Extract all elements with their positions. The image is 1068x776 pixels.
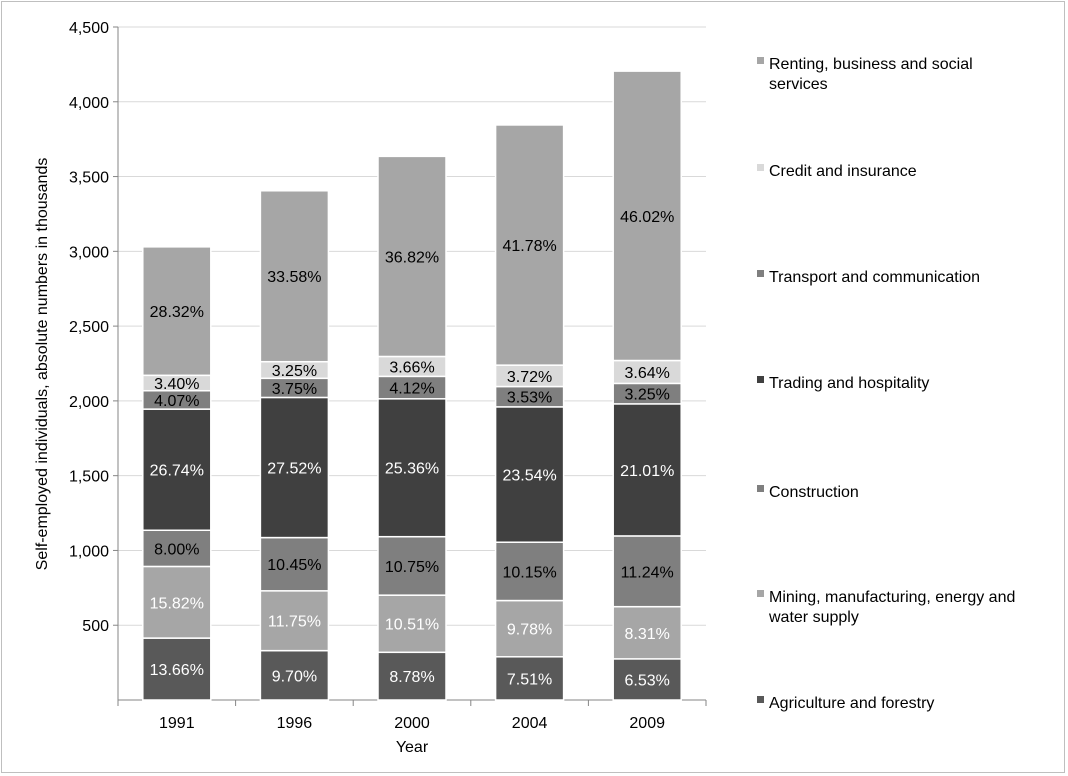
legend-label: Trading and hospitality bbox=[769, 375, 929, 392]
bars bbox=[142, 70, 682, 701]
data-label: 4.12% bbox=[389, 381, 434, 398]
data-label: 41.78% bbox=[502, 238, 556, 255]
y-axis-title: Self-employed individuals, absolute numb… bbox=[34, 158, 51, 571]
data-label: 10.45% bbox=[267, 557, 321, 574]
x-tick-label: 2004 bbox=[512, 715, 548, 732]
y-tick-label: 1,500 bbox=[69, 469, 109, 486]
data-label: 3.53% bbox=[507, 390, 552, 407]
bar-segment bbox=[259, 396, 330, 539]
data-label: 15.82% bbox=[150, 595, 204, 612]
y-tick-label: 1,000 bbox=[69, 543, 109, 560]
bar-segment bbox=[142, 408, 212, 532]
bar-segment bbox=[377, 535, 447, 596]
data-label: 36.82% bbox=[385, 249, 439, 266]
legend-swatch bbox=[757, 485, 764, 492]
data-label: 25.36% bbox=[385, 461, 439, 478]
x-tick-label: 1991 bbox=[159, 715, 195, 732]
bar-segment bbox=[494, 406, 565, 543]
x-tick-label: 2009 bbox=[629, 715, 665, 732]
legend-label: Transport and communication bbox=[769, 269, 980, 286]
bar-segment bbox=[612, 70, 682, 362]
y-tick-label: 3,000 bbox=[69, 244, 109, 261]
data-label: 11.75% bbox=[268, 614, 321, 631]
legend-label: Renting, business and social services bbox=[769, 56, 973, 93]
bar-segment bbox=[377, 594, 447, 654]
y-tick-label: 3,500 bbox=[69, 170, 109, 187]
data-label: 8.78% bbox=[389, 669, 434, 686]
data-label: 4.07% bbox=[154, 393, 199, 410]
data-label: 7.51% bbox=[507, 671, 552, 688]
data-label: 6.53% bbox=[625, 672, 670, 689]
bar-segment bbox=[612, 605, 682, 660]
x-tick-label: 1996 bbox=[277, 715, 313, 732]
y-tick-label: 2,000 bbox=[69, 394, 109, 411]
bar-segment bbox=[494, 124, 565, 366]
x-axis-title: Year bbox=[396, 739, 429, 756]
x-tick-label: 2000 bbox=[394, 715, 430, 732]
data-label: 3.66% bbox=[389, 359, 434, 376]
data-label: 9.78% bbox=[507, 622, 552, 639]
data-label: 3.64% bbox=[625, 365, 670, 382]
data-label: 8.31% bbox=[625, 626, 670, 643]
bar-segment bbox=[142, 565, 212, 639]
bar-segment bbox=[259, 536, 330, 592]
data-label: 23.54% bbox=[502, 468, 556, 485]
legend-swatch bbox=[757, 270, 764, 277]
bar-segment bbox=[259, 190, 330, 363]
data-label: 33.58% bbox=[267, 269, 321, 286]
legend-swatch bbox=[757, 590, 764, 597]
data-label: 10.51% bbox=[385, 617, 439, 634]
gridlines bbox=[118, 26, 706, 626]
data-label: 9.70% bbox=[272, 668, 317, 685]
bar-segment bbox=[259, 649, 330, 701]
legend-label: Agriculture and forestry bbox=[769, 695, 934, 712]
y-tick-label: 500 bbox=[82, 618, 109, 635]
bar-segment bbox=[612, 403, 682, 537]
legend: Renting, business and social services Cred… bbox=[757, 56, 1015, 712]
data-label: 11.24% bbox=[621, 564, 674, 581]
legend-label: Construction bbox=[769, 484, 859, 501]
legend-swatch bbox=[757, 376, 764, 383]
data-label: 3.40% bbox=[154, 376, 199, 393]
data-labels: 13.66% 15.82% 8.00% 26.74% 4.07%3.40% 28.32% 9… bbox=[150, 209, 675, 690]
y-tick-label: 4,000 bbox=[69, 95, 109, 112]
data-label: 46.02% bbox=[620, 209, 674, 226]
bar-segment bbox=[142, 246, 212, 377]
y-tick-label: 4,500 bbox=[69, 20, 109, 37]
legend-swatch bbox=[757, 164, 764, 171]
data-label: 13.66% bbox=[150, 662, 204, 679]
legend-label: Mining, manufacturing, energy and water s… bbox=[768, 589, 1015, 626]
data-label: 28.32% bbox=[150, 304, 204, 321]
data-label: 8.00% bbox=[154, 541, 199, 558]
bar-segment bbox=[377, 398, 447, 538]
axes: 500 1,000 1,500 2,000 2,500 3,000 3,500 4,000 4,… bbox=[69, 20, 707, 732]
data-label: 27.52% bbox=[267, 461, 321, 478]
bar-segment bbox=[142, 637, 212, 701]
data-label: 3.25% bbox=[272, 363, 317, 380]
y-tick-label: 2,500 bbox=[69, 319, 109, 336]
data-label: 3.75% bbox=[272, 381, 317, 398]
legend-swatch bbox=[757, 57, 764, 64]
data-label: 10.15% bbox=[502, 564, 556, 581]
data-label: 3.72% bbox=[507, 369, 552, 386]
bar-segment bbox=[377, 155, 447, 358]
data-label: 10.75% bbox=[385, 559, 439, 576]
legend-swatch bbox=[757, 696, 764, 703]
bar-segment bbox=[612, 535, 682, 608]
bar-segment bbox=[259, 590, 330, 652]
data-label: 3.25% bbox=[625, 387, 670, 404]
bar-segment bbox=[377, 651, 447, 701]
legend-label: Credit and insurance bbox=[769, 163, 917, 180]
data-label: 26.74% bbox=[150, 463, 204, 480]
data-label: 21.01% bbox=[620, 463, 674, 480]
